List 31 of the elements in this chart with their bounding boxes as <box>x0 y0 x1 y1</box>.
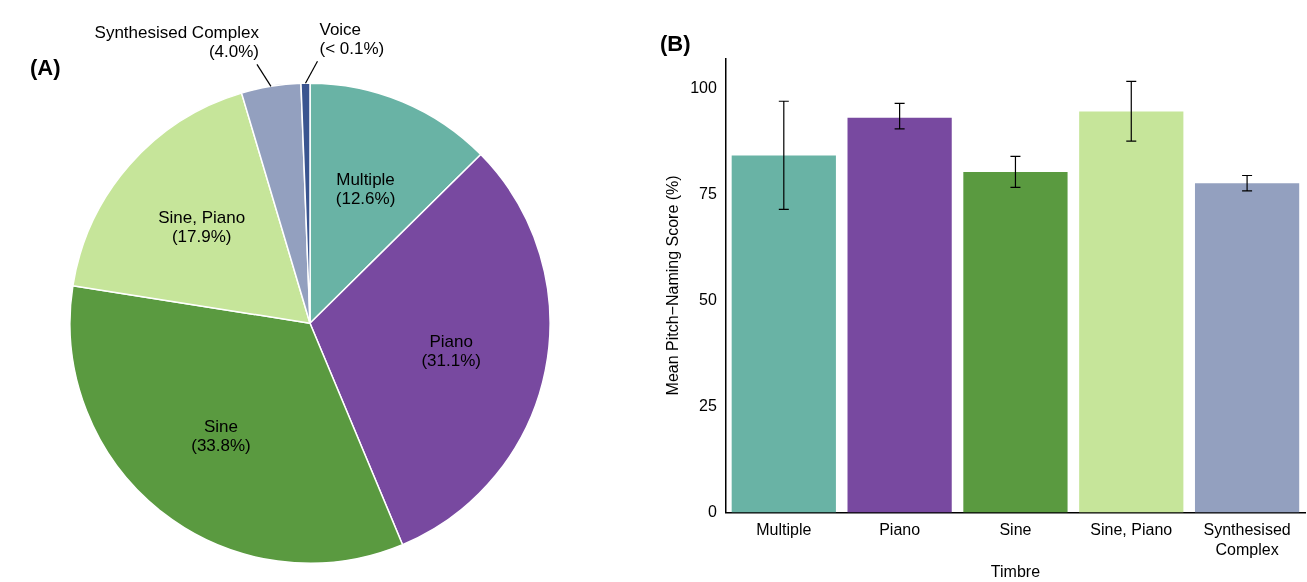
x-tick-label: Multiple <box>756 521 812 539</box>
bar <box>847 117 952 513</box>
slice-label: Sine <box>203 416 239 436</box>
data-label: (17.9%) <box>171 227 232 247</box>
text: (A) <box>30 55 61 81</box>
y-tick-label: 25 <box>699 396 717 414</box>
slice-label: Piano <box>429 331 473 351</box>
bar <box>731 155 836 513</box>
x-axis-title: Timbre <box>990 562 1041 580</box>
x-tick-label: Synthesised Complex <box>1203 521 1291 558</box>
bar <box>1194 183 1300 513</box>
slice-label: Voice <box>319 19 362 39</box>
x-tick-label: Piano <box>879 521 921 539</box>
y-tick-label: 50 <box>699 290 717 308</box>
data-label: (33.8%) <box>191 435 251 455</box>
data-label: (31.1%) <box>421 350 481 370</box>
slice-label: Multiple <box>336 170 395 190</box>
y-tick-label: 100 <box>690 78 717 96</box>
data-label: (4.0%) <box>208 42 259 62</box>
slice-label: Sine, Piano <box>158 208 246 228</box>
y-axis-title: Mean Pitch−Naming Score (%) <box>664 175 682 396</box>
bar <box>1079 111 1184 513</box>
bar <box>963 172 1068 513</box>
data-label: (12.6%) <box>335 189 396 209</box>
x-tick-label: Sine, Piano <box>1090 521 1173 539</box>
x-tick-label: Sine <box>999 521 1032 539</box>
slice-label: Synthesised Complex <box>94 23 260 43</box>
data-label: (< 0.1%) <box>319 38 385 58</box>
chart-title: (B) <box>660 31 691 57</box>
y-tick-label: 0 <box>707 502 717 520</box>
y-tick-label: 75 <box>699 184 717 202</box>
